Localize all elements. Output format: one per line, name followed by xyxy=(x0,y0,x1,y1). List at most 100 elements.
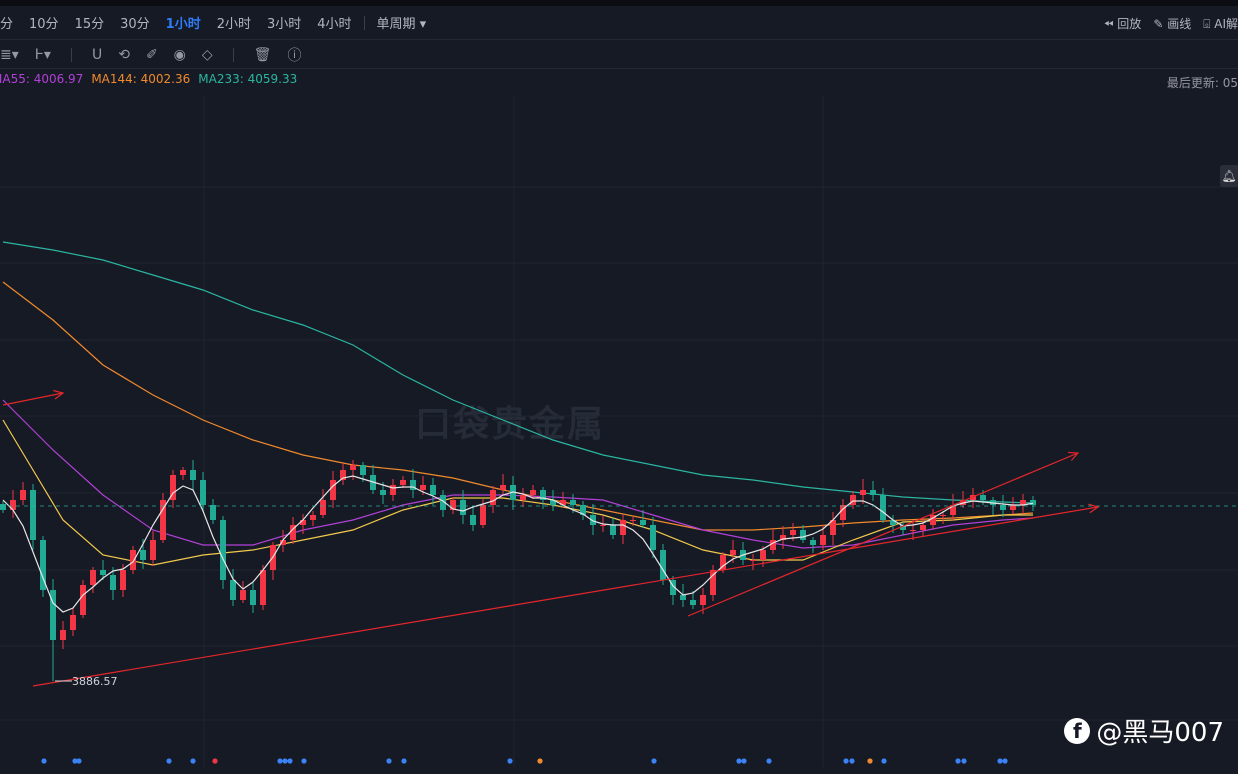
event-marker-blue xyxy=(386,758,392,764)
candle-body xyxy=(470,515,476,525)
candle-body xyxy=(0,504,6,510)
tf-1h[interactable]: 1小时 xyxy=(165,17,201,32)
candle-body xyxy=(1020,500,1026,505)
candle-body xyxy=(790,530,796,535)
indicator-icon[interactable]: Ⱶ▾ xyxy=(34,46,51,63)
candle-body xyxy=(140,550,146,560)
event-marker-blue xyxy=(287,758,293,764)
draw-button[interactable]: ✎ 画线 xyxy=(1153,15,1191,32)
bar-style-icon[interactable]: ≣▾ xyxy=(0,46,19,63)
period-dropdown[interactable]: 单周期 ▾ xyxy=(376,17,427,32)
ai-label: AI解 xyxy=(1214,16,1238,31)
candle-body xyxy=(80,585,86,615)
alert-bell-icon[interactable]: 🔔︎ xyxy=(1220,165,1238,187)
candle-body xyxy=(670,580,676,595)
candle-body xyxy=(940,515,946,516)
candle-body xyxy=(860,490,866,495)
candle-body xyxy=(240,590,246,600)
event-marker-blue xyxy=(849,758,855,764)
candle-body xyxy=(980,495,986,500)
candle-body xyxy=(840,505,846,520)
event-marker-blue xyxy=(166,758,172,764)
candle-body xyxy=(380,490,386,495)
ma144-value: MA144: 4002.36 xyxy=(91,72,191,86)
candle-body xyxy=(750,560,756,561)
candle-body xyxy=(680,595,686,600)
candle-body xyxy=(620,520,626,535)
candle-body xyxy=(730,550,736,555)
candle-body xyxy=(160,500,166,540)
candle-body xyxy=(690,600,696,605)
sync-icon[interactable]: ⟲ xyxy=(118,46,130,63)
candle-body xyxy=(800,530,806,540)
pen-icon: ✎ xyxy=(1153,16,1164,31)
candle-body xyxy=(660,550,666,580)
info-icon[interactable]: ⓘ xyxy=(287,47,302,64)
candle-body xyxy=(220,520,226,580)
candle-body xyxy=(250,590,256,605)
event-marker-blue xyxy=(741,758,747,764)
tf-15m[interactable]: 15分 xyxy=(74,17,105,32)
candle-body xyxy=(580,505,586,515)
candle-body xyxy=(60,630,66,640)
candle-body xyxy=(710,570,716,595)
candle-body xyxy=(520,495,526,500)
tf-10m[interactable]: 10分 xyxy=(29,17,59,32)
event-marker-blue xyxy=(843,758,849,764)
candle-body xyxy=(190,470,196,480)
candle-body xyxy=(540,490,546,500)
candle-body xyxy=(300,520,306,525)
ma144-line xyxy=(2,281,1034,531)
candle-body xyxy=(550,500,556,505)
event-marker-blue xyxy=(41,758,47,764)
event-marker-blue xyxy=(997,758,1003,764)
candle-body xyxy=(290,525,296,540)
tf-30m[interactable]: 30分 xyxy=(120,17,150,32)
tf-2h[interactable]: 2小时 xyxy=(216,17,251,32)
candle-body xyxy=(280,540,286,545)
tf-3h[interactable]: 3小时 xyxy=(266,17,302,32)
candle-body xyxy=(390,485,396,495)
tf-1m[interactable]: 分 xyxy=(0,17,14,32)
event-marker-blue xyxy=(277,758,283,764)
candle-body xyxy=(440,495,446,510)
eraser-icon[interactable]: ◇ xyxy=(201,46,213,63)
candle-body xyxy=(110,575,116,590)
candle-body xyxy=(880,495,886,520)
candle-body xyxy=(350,465,356,470)
candle-body xyxy=(210,505,216,520)
candle-body xyxy=(130,550,136,570)
candle-body xyxy=(120,570,126,590)
event-marker-blue xyxy=(76,758,82,764)
candle-body xyxy=(460,500,466,515)
candlestick-chart[interactable] xyxy=(0,95,1238,767)
ma-legend: MA55: 4006.97 MA144: 4002.36 MA233: 4059… xyxy=(0,72,297,86)
ma-yellow-line xyxy=(2,419,1033,566)
credit-badge: f @黑马007 xyxy=(1064,712,1224,749)
arrow-head xyxy=(53,389,65,400)
trend-line xyxy=(32,506,1099,687)
trash-icon[interactable]: 🗑︎ xyxy=(253,46,272,63)
replay-button[interactable]: ⏪︎ 回放 xyxy=(1104,15,1141,32)
candle-body xyxy=(200,480,206,505)
candle-body xyxy=(910,530,916,531)
candle-body xyxy=(640,520,646,525)
candle-body xyxy=(950,505,956,515)
magnet-icon[interactable]: U xyxy=(91,46,103,63)
candle-body xyxy=(450,500,456,510)
tf-4h[interactable]: 4小时 xyxy=(317,17,352,32)
pen-edit-icon[interactable]: ✐ xyxy=(145,46,158,63)
eye-icon[interactable]: ◉ xyxy=(173,46,186,63)
trend-line xyxy=(687,452,1079,617)
divider xyxy=(363,15,365,30)
candle-body xyxy=(70,615,76,630)
candle-body xyxy=(310,515,316,520)
candle-body xyxy=(600,525,606,526)
event-marker-blue xyxy=(961,758,967,764)
candle-body xyxy=(490,490,496,505)
ai-button[interactable]: ⌻ AI解 xyxy=(1203,15,1238,32)
candle-body xyxy=(500,485,506,490)
candle-body xyxy=(90,570,96,585)
candle-body xyxy=(170,475,176,500)
ma55-value: MA55: 4006.97 xyxy=(0,72,84,86)
